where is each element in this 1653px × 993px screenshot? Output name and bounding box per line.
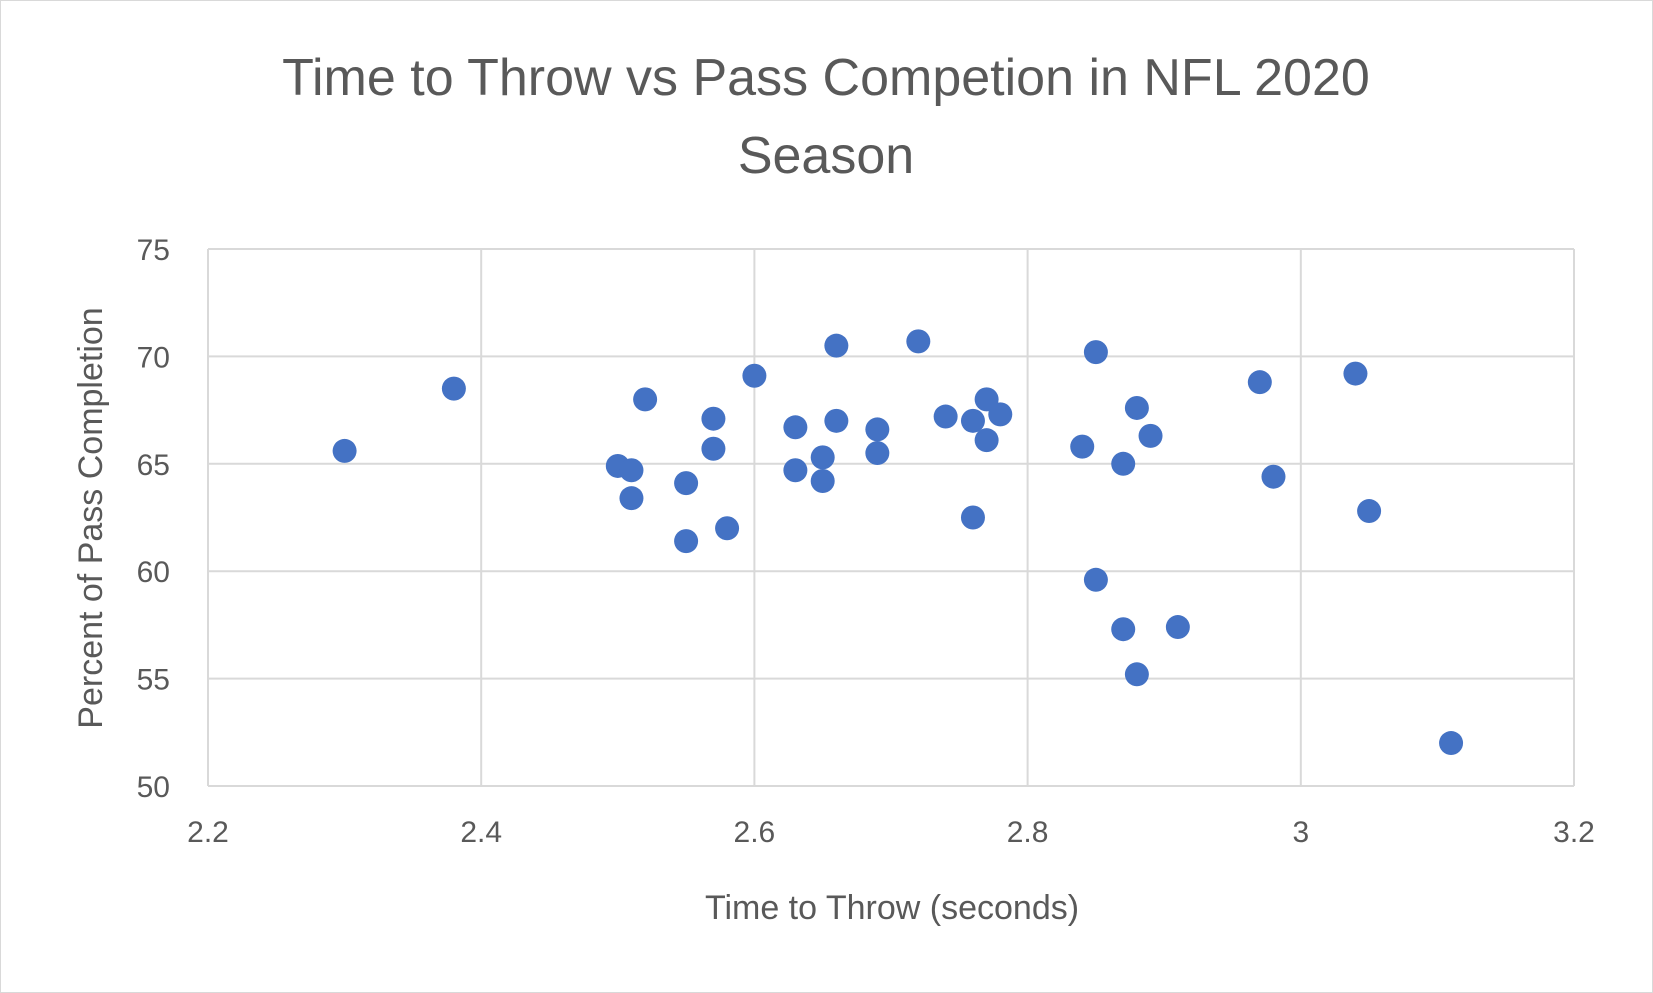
data-point bbox=[824, 333, 849, 358]
data-point bbox=[960, 408, 985, 433]
data-point bbox=[865, 417, 890, 442]
y-axis-title: Percent of Pass Completion bbox=[72, 307, 110, 728]
x-tick-label: 2.8 bbox=[1007, 816, 1049, 849]
y-tick-label: 60 bbox=[137, 556, 170, 589]
data-point bbox=[783, 415, 808, 440]
data-point bbox=[674, 471, 699, 496]
chart-title: Time to Throw vs Pass Competion in NFL 2… bbox=[282, 49, 1370, 185]
data-point bbox=[701, 436, 726, 461]
y-tick-label: 50 bbox=[137, 771, 170, 804]
data-point bbox=[619, 486, 644, 511]
data-point bbox=[1070, 434, 1095, 459]
x-tick-label: 2.2 bbox=[187, 816, 229, 849]
data-point bbox=[1083, 340, 1108, 365]
data-point bbox=[633, 387, 658, 412]
data-point bbox=[1138, 423, 1163, 448]
data-point bbox=[974, 428, 999, 453]
x-tick-label: 3.2 bbox=[1553, 816, 1595, 849]
data-point bbox=[906, 329, 931, 354]
x-tick-label: 2.6 bbox=[734, 816, 776, 849]
x-tick-label: 2.4 bbox=[460, 816, 502, 849]
data-point bbox=[674, 529, 699, 554]
data-point bbox=[1357, 499, 1382, 524]
data-point bbox=[783, 458, 808, 483]
x-axis-title: Time to Throw (seconds) bbox=[705, 889, 1079, 927]
data-point bbox=[1111, 617, 1136, 642]
x-tick-label: 3 bbox=[1292, 816, 1309, 849]
data-point bbox=[960, 505, 985, 530]
data-point bbox=[865, 441, 890, 466]
data-point bbox=[1124, 395, 1149, 420]
data-point bbox=[1247, 370, 1272, 395]
y-tick-label: 55 bbox=[137, 664, 170, 697]
y-tick-label: 65 bbox=[137, 449, 170, 482]
data-point bbox=[742, 363, 767, 388]
data-point bbox=[1343, 361, 1368, 386]
data-point bbox=[715, 516, 740, 541]
y-tick-label: 75 bbox=[137, 234, 170, 267]
y-tick-label: 70 bbox=[137, 341, 170, 374]
data-point bbox=[988, 402, 1013, 427]
data-point bbox=[810, 468, 835, 493]
data-point bbox=[701, 406, 726, 431]
data-points bbox=[332, 329, 1464, 756]
gridlines bbox=[207, 248, 1575, 787]
data-point bbox=[1124, 662, 1149, 687]
chart-title-line-2: Season bbox=[738, 127, 914, 185]
data-point bbox=[332, 438, 357, 463]
data-point bbox=[441, 376, 466, 401]
data-point bbox=[619, 458, 644, 483]
data-point bbox=[824, 408, 849, 433]
chart-title-line-1: Time to Throw vs Pass Competion in NFL 2… bbox=[282, 49, 1370, 107]
data-point bbox=[1261, 464, 1286, 489]
data-point bbox=[1083, 567, 1108, 592]
data-point bbox=[1165, 615, 1190, 640]
data-point bbox=[933, 404, 958, 429]
y-tick-labels: 50 55 60 65 70 75 bbox=[137, 234, 170, 804]
x-tick-labels: 2.2 2.4 2.6 2.8 3 3.2 bbox=[187, 816, 1595, 849]
data-point bbox=[810, 445, 835, 470]
data-point bbox=[1111, 451, 1136, 476]
data-point bbox=[1439, 731, 1464, 756]
